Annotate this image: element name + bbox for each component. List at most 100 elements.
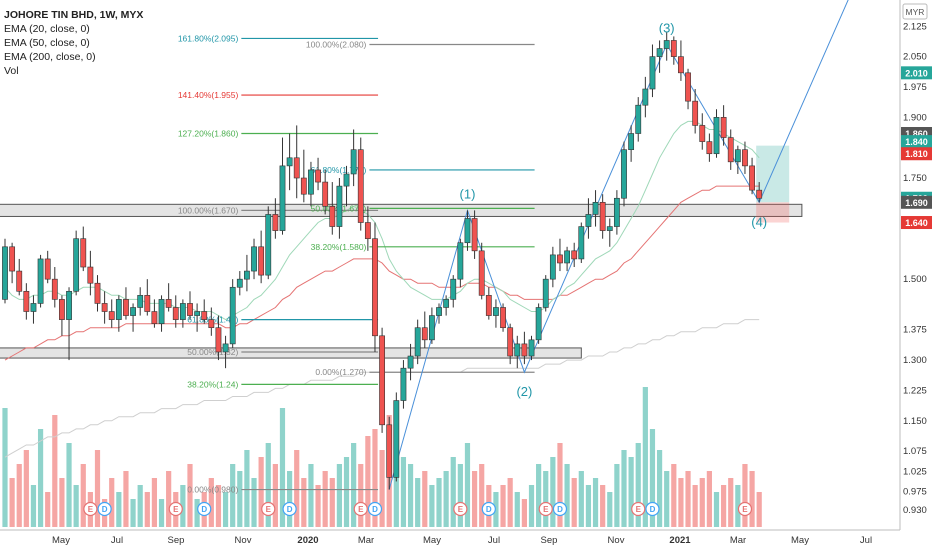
volume-bar — [52, 415, 58, 527]
price-tick-label: 1.900 — [903, 112, 927, 123]
candle-body — [308, 169, 314, 195]
volume-bar — [322, 471, 328, 527]
volume-bar — [692, 485, 698, 527]
legend-ema200[interactable]: EMA (200, close, 0) — [4, 51, 96, 63]
event-marker-e — [261, 501, 276, 517]
price-badge — [901, 216, 932, 230]
time-tick-label: Jul — [860, 535, 872, 546]
candle-body — [215, 327, 222, 353]
volume-bar — [436, 478, 442, 527]
volume-bar — [80, 464, 86, 527]
candle-body — [727, 137, 734, 163]
candle-body — [172, 307, 179, 320]
price-badge-label: 1.860 — [905, 129, 928, 139]
volume-bar — [123, 471, 129, 527]
candle-body — [713, 117, 720, 155]
price-tick-label: 1.375 — [903, 325, 927, 336]
volume-bar — [2, 408, 8, 527]
price-badge-label: 1.690 — [905, 198, 928, 208]
candle — [485, 287, 492, 320]
price-badge — [901, 147, 932, 161]
volume-bar — [457, 464, 463, 527]
volume-bar — [649, 429, 656, 527]
candle — [649, 44, 656, 98]
candle — [585, 198, 592, 239]
volume-bar — [592, 478, 599, 527]
volume-bar — [151, 478, 158, 527]
candle-body — [251, 246, 257, 272]
volume-bar — [415, 478, 421, 527]
volume-bar — [543, 471, 549, 527]
volume-bar — [585, 485, 592, 527]
wave-label: (3) — [659, 21, 675, 36]
candle — [678, 40, 684, 81]
volume-bar — [728, 478, 734, 527]
candle-body — [400, 367, 407, 401]
candle — [436, 303, 442, 324]
candle — [308, 161, 314, 207]
candle — [727, 129, 734, 170]
candle — [756, 182, 763, 203]
volume-bar — [45, 492, 51, 527]
event-marker-letter: E — [458, 505, 464, 514]
candle — [343, 165, 350, 207]
wave-label: (4) — [751, 214, 767, 229]
volume-bar — [500, 485, 506, 527]
candle-body — [564, 250, 570, 264]
fib-level-label: 141.40%(1.955) — [178, 90, 239, 100]
event-marker-d — [552, 501, 568, 517]
event-marker-d — [367, 501, 383, 517]
candle-body — [293, 157, 300, 179]
legend-volume[interactable]: Vol — [4, 65, 19, 77]
candle-body — [44, 258, 51, 280]
candle-body — [450, 278, 457, 300]
event-marker-letter: E — [173, 505, 179, 514]
candle-body — [464, 218, 471, 244]
price-tick-label: 1.225 — [903, 385, 927, 396]
candle-body — [507, 327, 514, 357]
candle-body — [528, 339, 535, 357]
volume-bar — [528, 485, 535, 527]
candle-body — [613, 197, 620, 227]
candle — [670, 36, 677, 65]
volume-bar — [329, 478, 335, 527]
candle-body — [137, 295, 144, 308]
legend-ema50[interactable]: EMA (50, close, 0) — [4, 37, 90, 49]
candle — [229, 279, 236, 348]
candle-body — [428, 315, 435, 341]
candle — [428, 307, 435, 344]
candle — [37, 254, 44, 308]
candle — [165, 283, 172, 312]
event-marker-e — [168, 501, 183, 517]
event-marker-e — [631, 501, 646, 517]
candle — [379, 327, 385, 433]
volume-bar — [23, 450, 29, 527]
volume-bar — [372, 429, 378, 527]
price-tick-label: 1.150 — [903, 416, 927, 427]
time-tick-label: Nov — [608, 535, 625, 546]
event-marker-letter: E — [742, 505, 748, 514]
candle — [16, 258, 23, 296]
volume-bar — [73, 485, 79, 527]
volume-bar — [664, 471, 670, 527]
fib-level-label: 161.80%(2.095) — [178, 33, 239, 43]
candle — [101, 291, 108, 324]
candle-body — [265, 214, 272, 276]
candle — [599, 194, 606, 239]
candle-body — [393, 400, 400, 478]
event-marker-e — [538, 501, 553, 517]
legend-ema20[interactable]: EMA (20, close, 0) — [4, 23, 90, 35]
ema20-line — [4, 120, 760, 321]
volume-bar — [749, 471, 755, 527]
volume-bar — [30, 485, 37, 527]
event-marker-e — [453, 501, 468, 517]
candle-body — [51, 278, 58, 300]
legend-symbol[interactable]: JOHORE TIN BHD, 1W, MYX — [4, 9, 144, 21]
candle-body — [357, 149, 364, 223]
candle — [130, 303, 136, 332]
candle — [350, 129, 357, 187]
candle — [514, 335, 521, 369]
candle — [151, 299, 158, 328]
event-marker-letter: E — [358, 505, 364, 514]
